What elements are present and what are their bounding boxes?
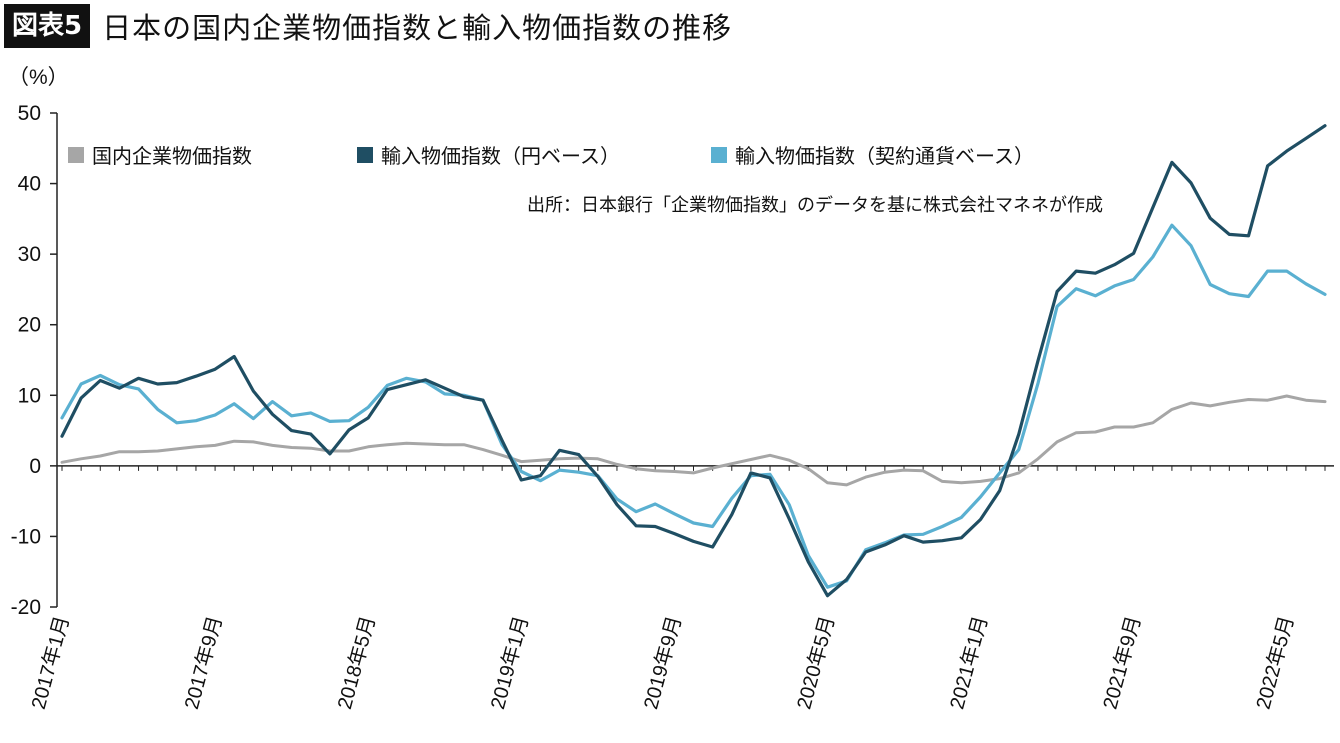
y-tick-label: -10 (11, 525, 41, 548)
legend-swatch-import-yen (357, 147, 373, 163)
x-axis: 2017年1月 2017年9月 2018年5月 2019年1月 2019年9月 2020年… (27, 465, 1334, 712)
x-tick-label: 2017年1月 (27, 613, 74, 711)
y-tick-label: 30 (18, 243, 41, 266)
figure-badge: 図表5 (4, 4, 91, 48)
y-unit-label: （%） (8, 66, 69, 89)
y-tick-label: 10 (18, 384, 41, 407)
chart-header: 図表5 日本の国内企業物価指数と輸入物価指数の推移 (0, 0, 732, 52)
legend-swatch-domestic (68, 147, 84, 163)
y-tick-label: 0 (29, 455, 41, 478)
legend-swatch-import-contract (711, 147, 727, 163)
x-tick-label: 2022年5月 (1252, 613, 1299, 711)
x-tick-label: 2019年1月 (486, 613, 533, 711)
legend-label-import-contract: 輸入物価指数（契約通貨ベース） (735, 144, 1034, 168)
series-line-import-yen (60, 124, 1327, 598)
x-tick-label: 2018年5月 (333, 613, 380, 711)
source-note: 出所：日本銀行「企業物価指数」のデータを基に株式会社マネネが作成 (527, 195, 1103, 216)
series-line-import-contract (60, 223, 1327, 589)
series-lines (60, 124, 1327, 598)
legend-item-domestic: 国内企業物価指数 (68, 144, 252, 168)
x-tick-label: 2021年1月 (945, 613, 992, 711)
legend-item-import-yen: 輸入物価指数（円ベース） (357, 144, 620, 168)
legend-label-import-yen: 輸入物価指数（円ベース） (381, 144, 620, 168)
chart-title: 日本の国内企業物価指数と輸入物価指数の推移 (102, 11, 733, 45)
x-tick-label: 2021年9月 (1099, 613, 1146, 711)
y-tick-label: 40 (18, 173, 41, 196)
y-tick-label: 50 (18, 102, 41, 125)
legend-item-import-contract: 輸入物価指数（契約通貨ベース） (711, 144, 1034, 168)
legend: 国内企業物価指数 輸入物価指数（円ベース） 輸入物価指数（契約通貨ベース） (68, 144, 1034, 168)
series-line-domestic (60, 394, 1327, 487)
x-tick-label: 2017年9月 (180, 613, 227, 711)
x-tick-label: 2019年9月 (639, 613, 686, 711)
y-tick-label: 20 (18, 314, 41, 337)
y-axis: 50 40 30 20 10 0 -10 -20 (11, 102, 58, 619)
y-tick-label: -20 (11, 596, 41, 619)
legend-label-domestic: 国内企業物価指数 (92, 144, 252, 168)
x-tick-label: 2020年5月 (792, 613, 839, 711)
